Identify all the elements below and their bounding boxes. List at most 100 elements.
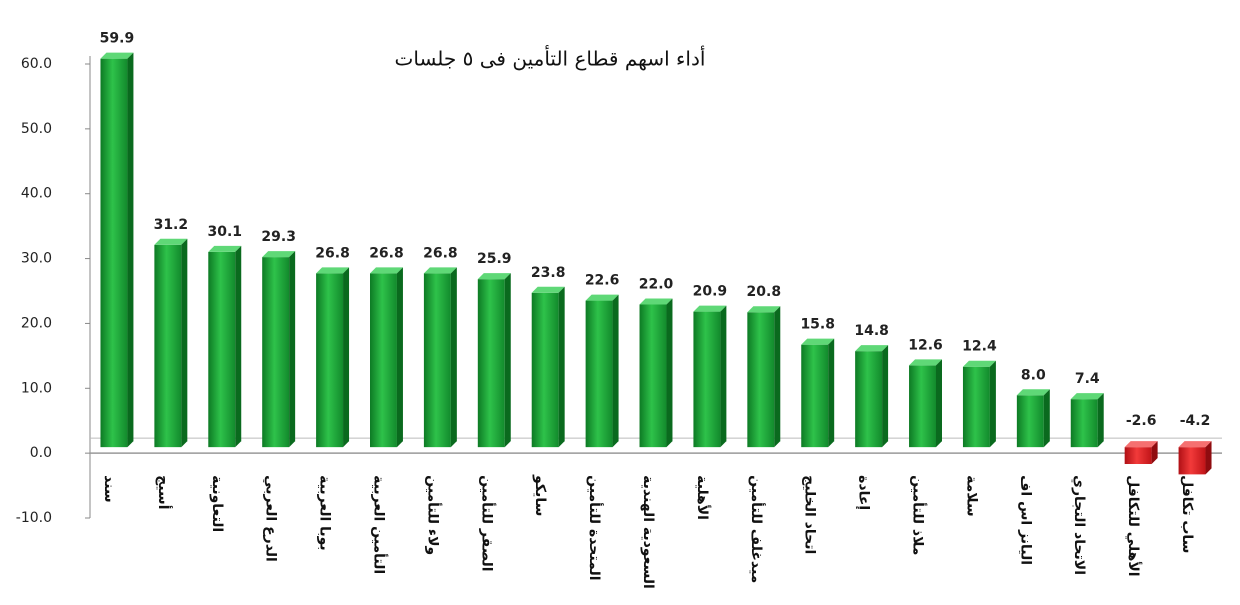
y-tick-label: 50.0 bbox=[21, 121, 52, 137]
bar-side bbox=[612, 294, 619, 448]
value-label: 25.9 bbox=[477, 251, 512, 267]
x-tick-label: ملاذ للتأمين bbox=[910, 475, 928, 555]
value-label: 12.6 bbox=[908, 337, 943, 353]
x-tick-label: الدرع العربي bbox=[263, 475, 279, 562]
value-label: -4.2 bbox=[1180, 413, 1211, 429]
bar bbox=[531, 292, 559, 448]
bar-side bbox=[989, 360, 996, 448]
x-tick-label: اليانز اس اف bbox=[1017, 475, 1033, 565]
bar-side bbox=[1043, 389, 1050, 448]
bar-top bbox=[693, 305, 727, 312]
bar-side bbox=[882, 345, 889, 448]
bar bbox=[909, 365, 936, 448]
x-tick-label: الاتحاد التجاري bbox=[1070, 475, 1087, 575]
bar-side bbox=[343, 267, 350, 448]
value-label: 30.1 bbox=[207, 224, 242, 240]
bar bbox=[316, 273, 344, 448]
bar bbox=[423, 273, 451, 448]
y-tick-label: -10.0 bbox=[16, 510, 52, 526]
bar-top bbox=[747, 306, 781, 313]
x-tick-label: التعاونية bbox=[209, 475, 225, 532]
bar-top bbox=[423, 267, 457, 274]
bar-top bbox=[1016, 389, 1050, 396]
y-tick-label: 40.0 bbox=[21, 186, 52, 202]
y-tick-label: 60.0 bbox=[21, 56, 52, 72]
bar bbox=[1178, 447, 1206, 475]
bar bbox=[1016, 395, 1044, 448]
bar bbox=[693, 311, 721, 448]
value-label: 31.2 bbox=[154, 217, 189, 233]
value-label: 14.8 bbox=[854, 323, 889, 339]
x-tick-label: ولاء للتأمين bbox=[424, 475, 442, 555]
bar-top bbox=[639, 298, 673, 305]
bar-side bbox=[289, 251, 296, 448]
bar bbox=[747, 312, 775, 448]
bar-top bbox=[316, 267, 350, 274]
value-label: 20.8 bbox=[747, 284, 782, 300]
bar-side bbox=[1151, 441, 1158, 465]
value-label: 59.9 bbox=[100, 31, 135, 47]
value-label: 12.4 bbox=[962, 339, 997, 355]
bar-top bbox=[585, 294, 619, 301]
bar-top bbox=[1070, 393, 1104, 400]
bar-side bbox=[450, 267, 457, 448]
value-label: 8.0 bbox=[1021, 367, 1046, 383]
value-label: 29.3 bbox=[261, 229, 296, 245]
bar bbox=[208, 251, 236, 448]
bar bbox=[801, 344, 829, 448]
bar-side bbox=[936, 359, 942, 448]
x-tick-label: أسيج bbox=[155, 475, 173, 509]
bar-top bbox=[531, 286, 565, 293]
y-tick-label: 10.0 bbox=[21, 380, 52, 396]
bar-top bbox=[962, 360, 996, 367]
y-tick-label: 30.0 bbox=[21, 251, 52, 267]
value-label: -2.6 bbox=[1126, 413, 1157, 429]
value-label: 22.0 bbox=[639, 276, 674, 292]
bar-top bbox=[100, 52, 134, 59]
bar bbox=[855, 351, 883, 448]
value-label: 22.6 bbox=[585, 273, 620, 289]
bar-top bbox=[262, 251, 296, 258]
x-tick-label: السعودية الهندية bbox=[640, 475, 656, 589]
bar-top bbox=[909, 359, 942, 366]
bar-top bbox=[1124, 441, 1158, 448]
bar-side bbox=[1205, 441, 1212, 475]
x-tick-label: الصقر للتأمين bbox=[478, 475, 496, 571]
value-label: 20.9 bbox=[693, 284, 728, 300]
value-label: 23.8 bbox=[531, 265, 566, 281]
bar-side bbox=[774, 306, 781, 448]
bar-side bbox=[828, 338, 835, 448]
value-label: 15.8 bbox=[800, 317, 835, 333]
bar bbox=[962, 366, 990, 448]
bar-top bbox=[208, 245, 242, 252]
x-tick-label: سند bbox=[101, 475, 117, 503]
bar-side bbox=[1097, 393, 1104, 448]
x-tick-label: ميدغلف للتأمين bbox=[748, 475, 766, 583]
bar-top bbox=[801, 338, 835, 345]
bar-side bbox=[127, 52, 134, 448]
x-tick-label: إعادة bbox=[856, 475, 872, 510]
bar-side bbox=[666, 298, 673, 448]
y-tick-label: 0.0 bbox=[30, 445, 52, 461]
x-tick-label: المتحدة للتأمين bbox=[586, 475, 604, 580]
value-label: 26.8 bbox=[369, 245, 404, 261]
bar bbox=[477, 279, 505, 448]
x-tick-label: التأمين العربية bbox=[370, 475, 388, 574]
chart-title: أداء اسهم قطاع التأمين فى ٥ جلسات bbox=[395, 45, 706, 71]
bar bbox=[585, 300, 613, 448]
bar bbox=[1124, 447, 1152, 465]
bar-side bbox=[235, 245, 242, 448]
bar-top bbox=[1178, 441, 1212, 448]
x-tick-label: سايكو bbox=[532, 474, 548, 516]
value-label: 7.4 bbox=[1075, 371, 1100, 387]
x-tick-label: ساب تكافل bbox=[1179, 475, 1195, 553]
bar bbox=[1070, 399, 1098, 448]
bar bbox=[370, 273, 397, 448]
bar-side bbox=[396, 267, 403, 448]
bar-top bbox=[855, 345, 889, 352]
y-tick-label: 20.0 bbox=[21, 315, 52, 331]
bar-side bbox=[558, 286, 565, 448]
x-tick-label: الأهلية bbox=[694, 475, 711, 520]
